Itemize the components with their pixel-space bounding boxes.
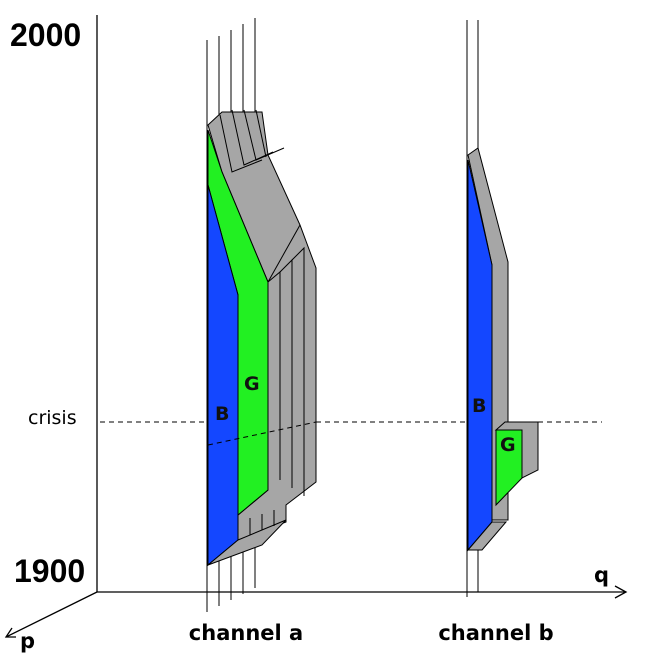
y-bottom-label: 1900 (14, 553, 85, 589)
channel-label: channel a (189, 621, 303, 645)
p-arrow (4, 627, 16, 638)
region-label: G (244, 373, 260, 395)
marker-label: crisis (28, 407, 77, 429)
y-top-label: 2000 (10, 17, 81, 53)
channel-b-shape (466, 20, 539, 597)
region-label: B (215, 403, 229, 425)
channel-label: channel b (438, 621, 553, 645)
p-label: p (20, 629, 35, 653)
q-label: q (594, 563, 609, 587)
q-arrow (614, 585, 628, 599)
p-axis (5, 591, 98, 638)
crisis-line (207, 421, 317, 446)
region-label: B (472, 395, 486, 417)
channel-a-shape (206, 18, 317, 612)
region-label: G (500, 434, 516, 456)
